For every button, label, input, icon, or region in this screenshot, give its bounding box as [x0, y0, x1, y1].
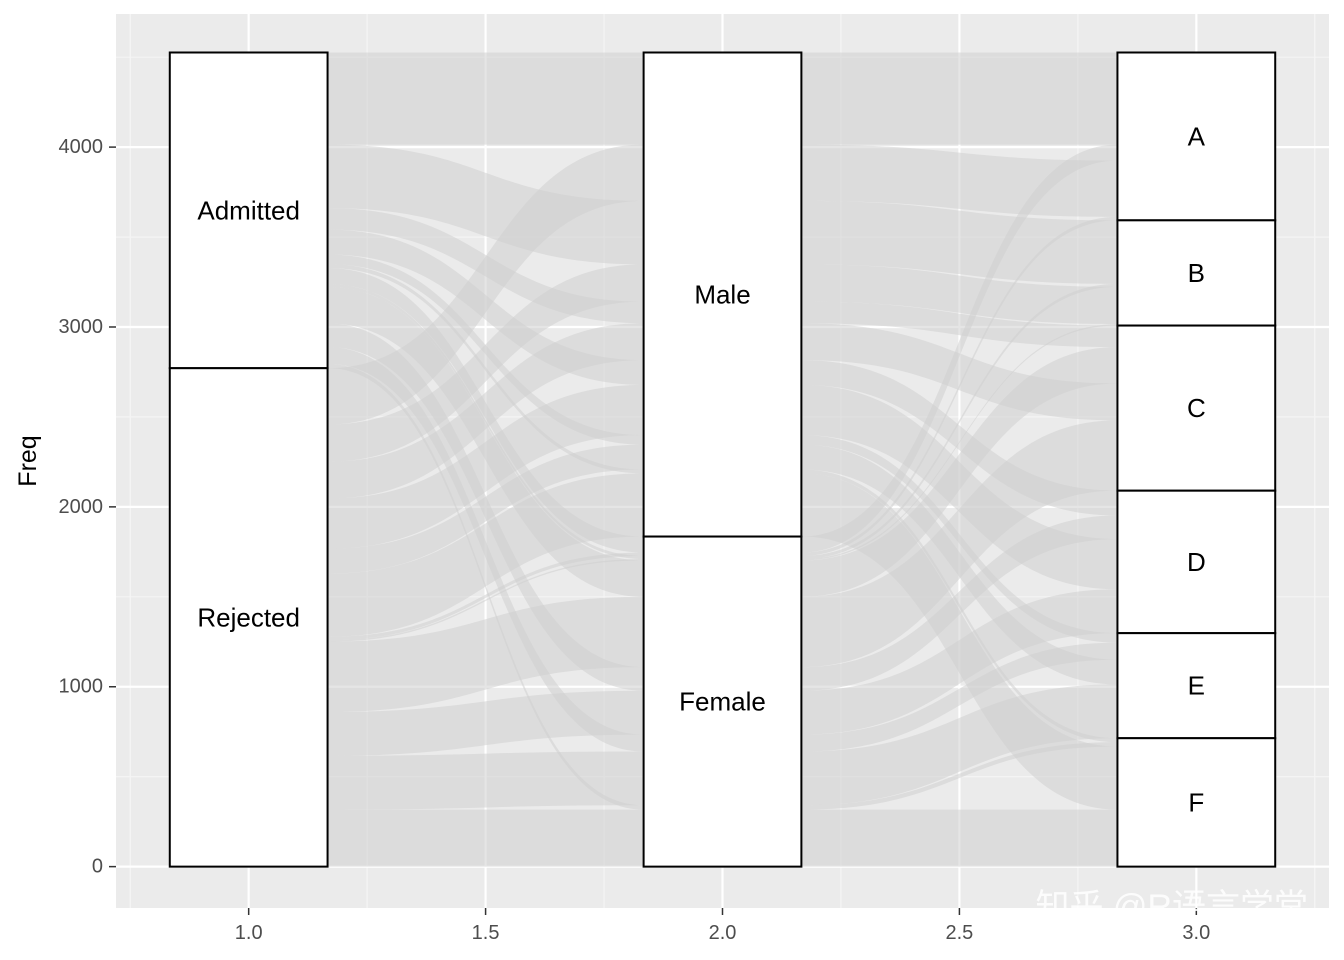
x-tick-label: 1.0 [235, 922, 263, 944]
x-tick-label: 2.5 [946, 922, 974, 944]
flow-ribbon [801, 200, 1118, 284]
flow-ribbon [801, 444, 1118, 685]
stratum-label: B [1188, 258, 1205, 288]
flow-ribbon [801, 469, 1118, 743]
stratum-box [1116, 489, 1277, 635]
flow-ribbon [327, 473, 644, 637]
stratum-box [168, 51, 329, 370]
flow-ribbon [327, 552, 644, 641]
flow-ribbon [327, 809, 644, 867]
flow-ribbon [801, 742, 1118, 810]
flow-ribbon [327, 363, 644, 810]
flow-ribbon [801, 515, 1118, 691]
stratum-box [1116, 324, 1277, 492]
stratum-box [1116, 219, 1277, 327]
x-tick-label: 1.5 [472, 922, 500, 944]
flow-ribbon [801, 264, 1118, 325]
stratum-label: E [1188, 671, 1205, 701]
stratum-label: Admitted [197, 195, 300, 225]
flow-ribbon [327, 208, 644, 324]
flow-ribbon [801, 809, 1118, 867]
x-axis: 1.0 1.5 2.0 2.5 3.0 [235, 908, 1210, 944]
flow-ribbon [801, 642, 1118, 752]
y-tick-label: 3000 [59, 316, 104, 338]
stratum-label: Male [694, 280, 750, 310]
stratum-box [168, 367, 329, 868]
flow-ribbon [327, 264, 644, 474]
flow-ribbon [801, 473, 1118, 810]
stratum-label: Rejected [197, 602, 300, 632]
y-tick-label: 0 [92, 856, 103, 878]
flow-ribbon [327, 229, 644, 385]
stratum-label: C [1187, 393, 1206, 423]
flow-ribbons [327, 52, 1118, 867]
flow-ribbon [801, 435, 1118, 643]
flow-ribbon [801, 283, 1118, 560]
flow-ribbon [801, 360, 1118, 516]
stratum-box [642, 51, 803, 538]
watermark: 知乎 @R语言学堂 [1035, 888, 1308, 926]
flow-ribbon [327, 751, 644, 810]
stratum-box [1116, 632, 1277, 740]
y-axis: 0 1000 2000 3000 4000 [59, 136, 116, 878]
flow-ribbon [327, 254, 644, 445]
x-tick-label: 2.0 [709, 922, 737, 944]
flow-ribbon [327, 596, 644, 712]
y-tick-label: 1000 [59, 676, 104, 698]
flow-ribbon [801, 684, 1118, 806]
y-tick-label: 4000 [59, 136, 104, 158]
stratum-box [642, 535, 803, 868]
flow-ribbon [327, 559, 644, 642]
flow-ribbon [327, 444, 644, 574]
stratum-label: A [1188, 121, 1206, 151]
stratum-label: Female [679, 687, 766, 717]
flow-ribbon [801, 52, 1118, 145]
flow-ribbon [801, 301, 1118, 348]
stratum-label: F [1188, 787, 1204, 817]
x-tick-label: 3.0 [1182, 922, 1210, 944]
flow-ribbon [327, 144, 644, 265]
flow-ribbon [801, 144, 1118, 553]
y-tick-label: 2000 [59, 496, 104, 518]
stratum-label: D [1187, 547, 1206, 577]
flow-ribbon [327, 52, 644, 145]
stratum-box [1116, 737, 1277, 868]
stratum-boxes: Admitted Rejected Male Female A B C D E F [168, 51, 1277, 868]
flow-ribbon [327, 384, 644, 549]
y-axis-title: Freq [14, 435, 42, 486]
